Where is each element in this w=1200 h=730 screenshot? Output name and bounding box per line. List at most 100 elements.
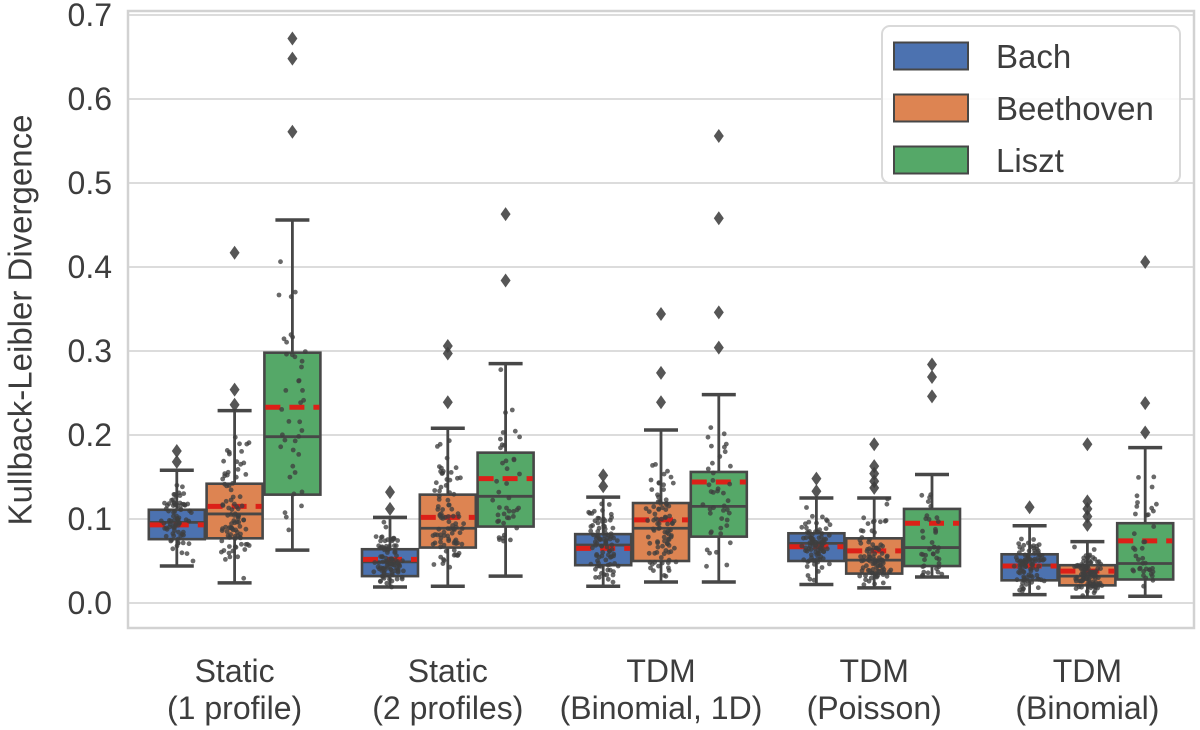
strip-point — [824, 546, 830, 552]
strip-point — [1028, 566, 1033, 572]
strip-point — [504, 515, 510, 521]
strip-point — [228, 487, 234, 493]
strip-point — [221, 548, 227, 553]
box-beethoven-cat1 — [205, 245, 264, 585]
strip-point — [646, 550, 652, 556]
strip-point — [663, 573, 669, 579]
strip-point — [436, 526, 442, 532]
plot-frame — [126, 9, 1196, 630]
strip-point — [666, 565, 671, 571]
strip-point — [1151, 524, 1157, 529]
strip-point — [819, 542, 825, 547]
strip-point — [590, 523, 595, 528]
strip-point — [1017, 587, 1022, 593]
strip-point — [233, 474, 239, 480]
strip-point — [395, 538, 400, 543]
strip-point — [657, 498, 663, 504]
strip-point — [700, 502, 706, 507]
strip-point — [1020, 586, 1026, 592]
strip-point — [495, 512, 501, 518]
strip-point — [608, 531, 614, 537]
strip-point — [714, 549, 719, 555]
strip-point — [220, 476, 226, 482]
strip-point — [1133, 511, 1138, 517]
strip-point — [496, 489, 502, 495]
box-beethoven-cat2 — [418, 338, 478, 588]
strip-point — [503, 410, 508, 415]
strip-point — [656, 480, 662, 486]
strip-point — [718, 531, 724, 537]
strip-point — [871, 518, 877, 524]
strip-point — [381, 519, 387, 525]
strip-point — [1154, 501, 1159, 507]
strip-point — [706, 482, 712, 488]
strip-point — [459, 526, 465, 531]
strip-point — [447, 564, 453, 570]
strip-point — [237, 494, 243, 500]
outlier-diamond — [500, 207, 511, 222]
strip-point — [857, 537, 863, 543]
strip-point — [605, 567, 611, 573]
strip-point — [1095, 559, 1100, 565]
x-category-label: TDM — [1053, 653, 1122, 689]
strip-point — [920, 535, 926, 540]
strip-point — [933, 526, 938, 532]
strip-point — [1136, 475, 1141, 480]
strip-point — [665, 536, 671, 542]
y-tick-label: 0.5 — [68, 165, 112, 201]
strip-point — [451, 491, 457, 497]
strip-point — [649, 487, 655, 492]
strip-point — [455, 511, 461, 517]
strip-point — [222, 481, 228, 487]
strip-point — [929, 540, 935, 545]
strip-point — [825, 518, 830, 524]
strip-point — [1088, 585, 1094, 591]
strip-point — [299, 428, 305, 433]
strip-point — [661, 534, 667, 540]
strip-point — [611, 551, 617, 557]
strip-point — [596, 574, 602, 580]
box-layer — [147, 31, 1175, 599]
strip-point — [373, 534, 379, 539]
strip-point — [661, 471, 667, 477]
strip-point — [223, 557, 228, 562]
strip-point — [721, 490, 726, 496]
strip-point — [715, 486, 721, 492]
strip-point — [803, 521, 808, 527]
strip-point — [595, 515, 601, 521]
outlier-diamond — [927, 370, 937, 385]
strip-point — [866, 539, 872, 545]
strip-point — [246, 440, 252, 446]
strip-point — [705, 434, 711, 440]
strip-point — [168, 538, 174, 544]
strip-point — [652, 511, 658, 517]
strip-point — [283, 514, 289, 520]
strip-point — [1016, 550, 1022, 556]
strip-point — [880, 559, 885, 564]
outlier-diamond — [1140, 254, 1151, 269]
strip-point — [1031, 543, 1036, 549]
strip-point — [864, 563, 869, 569]
x-category-label: (Binomial, 1D) — [560, 690, 763, 726]
strip-point — [656, 506, 662, 512]
strip-point — [887, 569, 892, 575]
strip-point — [286, 527, 292, 533]
strip-point — [1087, 569, 1092, 575]
strip-point — [876, 568, 882, 574]
outlier-diamond — [500, 273, 511, 288]
strip-point — [601, 516, 606, 522]
strip-point — [647, 559, 653, 565]
strip-point — [668, 474, 674, 480]
strip-point — [799, 524, 805, 530]
strip-point — [604, 544, 610, 550]
strip-point — [709, 443, 714, 449]
strip-point — [655, 492, 660, 498]
strip-point — [234, 519, 240, 525]
strip-point — [607, 562, 613, 567]
strip-point — [450, 513, 456, 519]
legend-label: Bach — [996, 38, 1071, 75]
strip-point — [924, 513, 930, 519]
strip-point — [597, 537, 603, 543]
strip-point — [378, 554, 384, 559]
strip-point — [665, 521, 670, 527]
